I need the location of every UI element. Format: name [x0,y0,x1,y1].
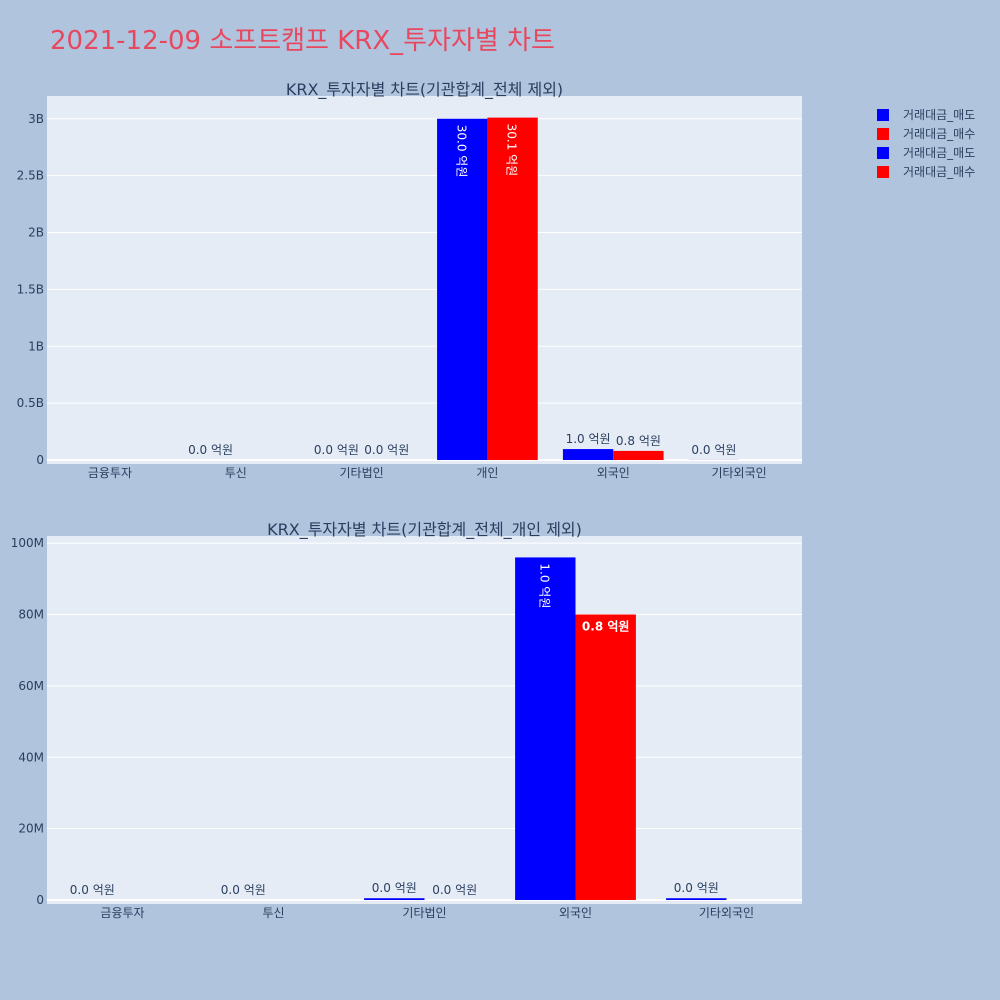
data-label: 0.0 억원 [314,443,359,457]
y-tick-label: 80M [18,608,44,622]
data-label: 1.0 억원 [566,432,611,446]
chart-title: KRX_투자자별 차트(기관합계_전체 제외) [286,80,563,100]
x-tick-label: 기타법인 [339,466,383,480]
legend-label[interactable]: 거래대금_매도 [903,146,975,160]
y-tick-label: 0 [36,893,44,907]
legend-label[interactable]: 거래대금_매수 [903,127,975,141]
x-tick-label: 개인 [476,466,498,480]
x-tick-label: 기타외국인 [711,466,766,480]
legend-swatch[interactable] [877,166,889,178]
chart-1: KRX_투자자별 차트(기관합계_전체 제외) 0 0.5B 1B 1.5B 2B 2.5B… [17,80,802,480]
data-label: 30.0 억원 [454,125,468,178]
legend-swatch[interactable] [877,128,889,140]
data-label: 0.0 억원 [188,443,233,457]
x-tick-label: 금융투자 [88,466,132,480]
data-label: 0.0 억원 [221,883,266,897]
data-label: 0.0 억원 [70,883,115,897]
x-tick-label: 기타법인 [402,906,446,920]
x-tick-label: 금융투자 [100,906,144,920]
bar [487,117,538,461]
legend-label[interactable]: 거래대금_매도 [903,108,975,122]
y-tick-label: 2.5B [17,169,44,183]
x-tick-label: 기타외국인 [699,906,754,920]
bar [562,449,614,460]
bar [515,557,576,900]
legend-swatch[interactable] [877,109,889,121]
chart-title: KRX_투자자별 차트(기관합계_전체_개인 제외) [267,520,582,540]
y-tick-label: 20M [18,822,44,836]
data-label: 1.0 억원 [537,563,551,608]
bar [666,898,727,900]
y-tick-label: 100M [11,536,44,550]
plot-area [47,536,802,904]
chart-2: KRX_투자자별 차트(기관합계_전체_개인 제외) 0 20M 40M 60M 80M 1… [11,520,802,920]
y-tick-label: 3B [28,112,44,126]
y-tick-label: 40M [18,750,44,764]
data-label: 0.8 억원 [582,620,630,634]
main-title: 2021-12-09 소프트캠프 KRX_투자자별 차트 [50,26,555,56]
bar [364,898,425,900]
y-tick-label: 1.5B [17,282,44,296]
plot-area [47,96,802,464]
y-tick-label: 60M [18,679,44,693]
data-label: 0.0 억원 [364,443,409,457]
x-tick-label: 외국인 [597,466,630,480]
data-label: 0.8 억원 [616,434,661,448]
bar [575,614,636,900]
x-tick-label: 투신 [262,906,284,920]
legend-label[interactable]: 거래대금_매수 [903,165,975,179]
data-label: 30.1 억원 [505,124,519,177]
y-tick-label: 0 [36,453,44,467]
bar [613,450,664,460]
x-tick-label: 투신 [225,466,247,480]
y-tick-label: 0.5B [17,396,44,410]
data-label: 0.0 억원 [432,883,477,897]
x-tick-label: 외국인 [559,906,592,920]
y-tick-label: 2B [28,226,44,240]
bar [437,118,488,460]
data-label: 0.0 억원 [691,443,736,457]
y-tick-label: 1B [28,339,44,353]
legend-swatch[interactable] [877,147,889,159]
data-label: 0.0 억원 [372,881,417,895]
data-label: 0.0 억원 [674,881,719,895]
